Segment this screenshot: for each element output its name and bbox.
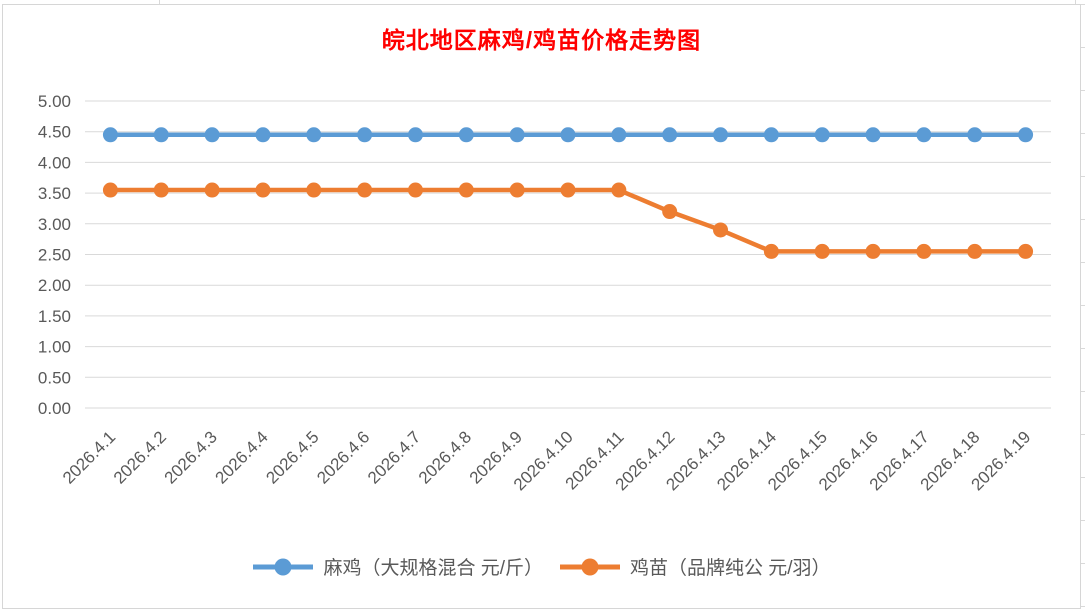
data-point[interactable] — [662, 127, 678, 143]
y-axis-tick-label: 2.00 — [38, 276, 71, 295]
data-point[interactable] — [153, 127, 169, 143]
data-point[interactable] — [407, 127, 423, 143]
spreadsheet-row-lines — [1081, 4, 1085, 610]
data-point[interactable] — [916, 127, 932, 143]
data-point[interactable] — [865, 127, 881, 143]
data-point[interactable] — [357, 182, 373, 198]
data-point[interactable] — [407, 182, 423, 198]
y-axis-tick-label: 4.00 — [38, 153, 71, 172]
data-point[interactable] — [102, 182, 118, 198]
data-point[interactable] — [611, 182, 627, 198]
y-axis-tick-label: 5.00 — [38, 92, 71, 111]
x-axis-tick-label: 2026.4.3 — [161, 427, 221, 487]
data-point[interactable] — [814, 127, 830, 143]
data-point[interactable] — [509, 182, 525, 198]
data-point[interactable] — [204, 127, 220, 143]
y-axis-tick-label: 3.00 — [38, 215, 71, 234]
price-chart: 5.00 4.50 4.00 3.50 3.00 2.50 2.00 1.50 1.00 0.50… — [38, 92, 1051, 494]
x-axis-tick-label: 2026.4.5 — [262, 427, 322, 487]
y-axis-tick-label: 1.00 — [38, 338, 71, 357]
series-line-1[interactable] — [108, 187, 1028, 254]
y-axis-tick-label: 4.50 — [38, 123, 71, 142]
data-point[interactable] — [865, 243, 881, 259]
y-axis-tick-label: 1.50 — [38, 307, 71, 326]
data-point[interactable] — [560, 182, 576, 198]
data-point[interactable] — [509, 127, 525, 143]
x-axis-tick-label: 2026.4.1 — [59, 427, 119, 487]
data-point[interactable] — [967, 127, 983, 143]
spreadsheet-cell-border — [1075, 0, 1076, 4]
chart-title[interactable]: 皖北地区麻鸡/鸡苗价格走势图 — [381, 27, 702, 53]
data-point[interactable] — [458, 182, 474, 198]
data-point[interactable] — [662, 204, 678, 220]
data-point[interactable] — [204, 182, 220, 198]
data-point[interactable] — [763, 243, 779, 259]
data-point[interactable] — [255, 127, 271, 143]
data-point[interactable] — [611, 127, 627, 143]
y-axis-tick-label: 2.50 — [38, 246, 71, 265]
data-point[interactable] — [357, 127, 373, 143]
data-point[interactable] — [255, 182, 271, 198]
chart-frame[interactable]: 皖北地区麻鸡/鸡苗价格走势图 5.00 4.50 4.00 3.50 3.00 2.50 2… — [2, 4, 1081, 609]
chart-legend: 麻鸡（大规格混合 元/斤） 鸡苗（品牌纯公 元/羽） — [3, 553, 1080, 580]
legend-item-maji[interactable]: 麻鸡（大规格混合 元/斤） — [252, 553, 543, 580]
legend-marker-jimiao — [560, 558, 620, 575]
data-point[interactable] — [1018, 243, 1034, 259]
spreadsheet-cell-border — [159, 0, 160, 4]
x-axis-tick-label: 2026.4.6 — [313, 427, 373, 487]
data-point[interactable] — [560, 127, 576, 143]
data-point[interactable] — [306, 127, 322, 143]
data-point[interactable] — [763, 127, 779, 143]
data-point[interactable] — [713, 127, 729, 143]
x-axis-tick-label: 2026.4.4 — [212, 427, 272, 487]
data-point[interactable] — [306, 182, 322, 198]
data-point[interactable] — [916, 243, 932, 259]
y-axis-tick-label: 0.00 — [38, 399, 71, 418]
legend-label-jimiao: 鸡苗（品牌纯公 元/羽） — [630, 558, 831, 579]
data-point[interactable] — [713, 222, 729, 238]
data-point[interactable] — [967, 243, 983, 259]
data-point[interactable] — [458, 127, 474, 143]
x-axis-tick-label: 2026.4.8 — [415, 427, 475, 487]
data-point[interactable] — [814, 243, 830, 259]
y-axis-tick-label: 3.50 — [38, 184, 71, 203]
legend-marker-maji — [253, 558, 314, 575]
data-point[interactable] — [102, 127, 118, 143]
legend-label-maji: 麻鸡（大规格混合 元/斤） — [323, 558, 543, 579]
x-axis-tick-label: 2026.4.7 — [364, 427, 424, 487]
data-point[interactable] — [153, 182, 169, 198]
x-axis-tick-label: 2026.4.2 — [110, 427, 170, 487]
legend-item-jimiao[interactable]: 鸡苗（品牌纯公 元/羽） — [559, 553, 831, 580]
data-point[interactable] — [1018, 127, 1034, 143]
y-axis-tick-label: 0.50 — [38, 368, 71, 387]
